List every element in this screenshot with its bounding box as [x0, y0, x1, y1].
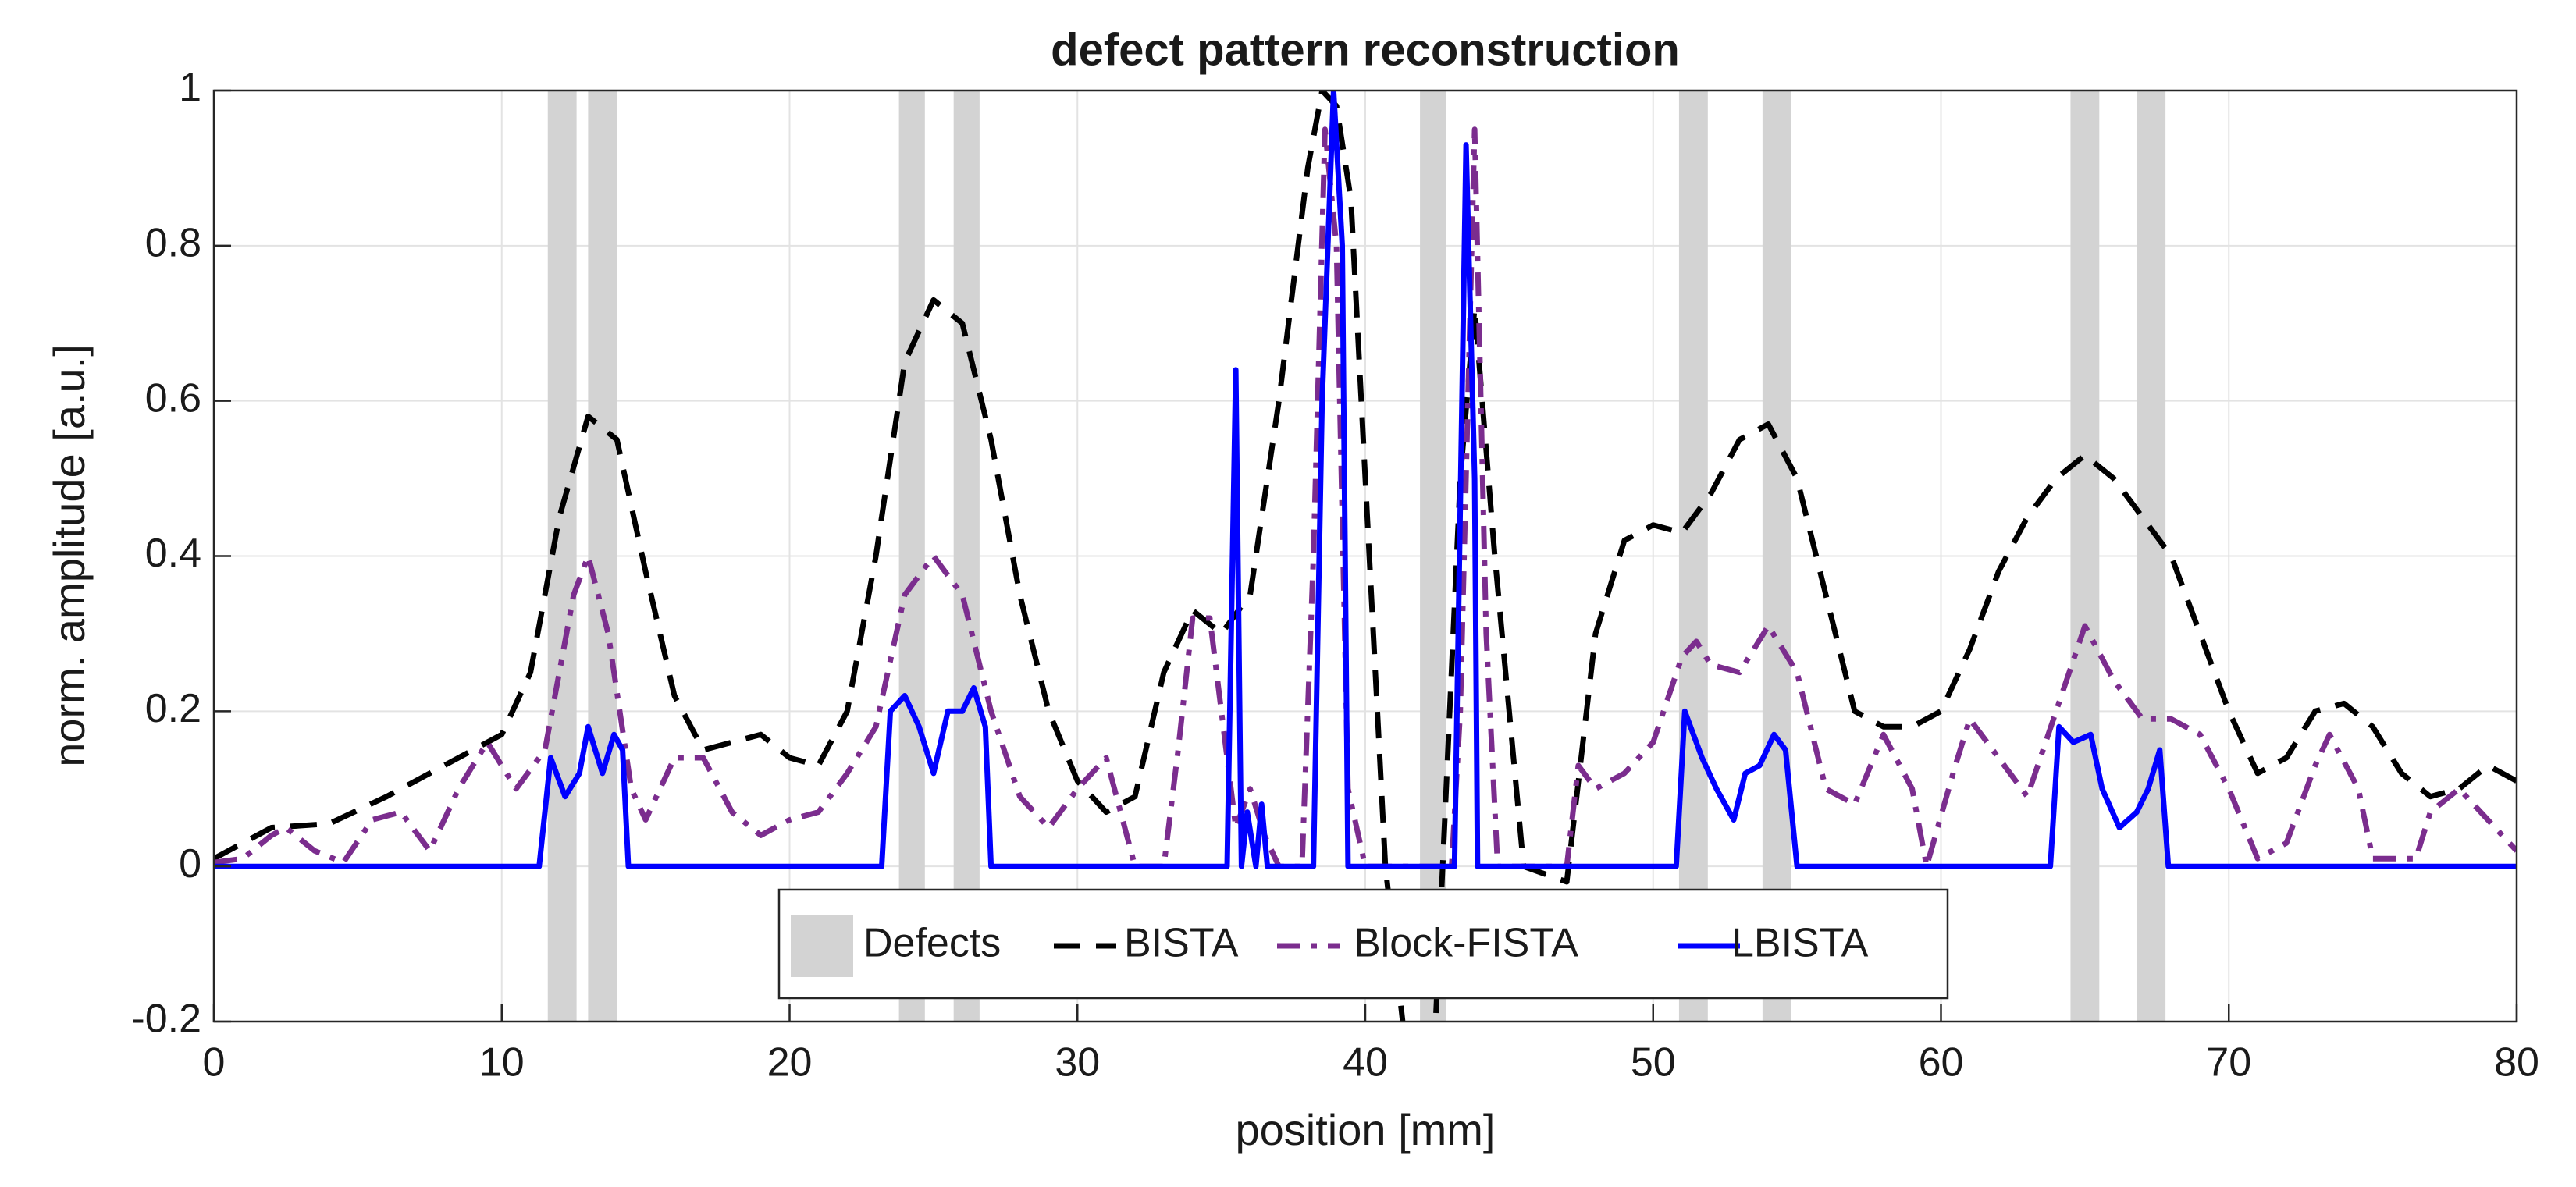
x-tick-label: 80: [2494, 1040, 2539, 1086]
y-tick-label: -0.2: [131, 997, 201, 1042]
legend-label: BISTA: [1124, 921, 1239, 966]
x-tick-label: 70: [2206, 1040, 2251, 1086]
defect-band: [898, 91, 925, 1022]
lines: [214, 91, 2517, 1022]
x-tick-label: 30: [1055, 1040, 1100, 1086]
defect-band: [588, 91, 617, 1022]
legend-box: [777, 888, 1949, 1000]
defect-band: [953, 91, 980, 1022]
series-line: [214, 126, 2517, 869]
legend: Defects BISTA Block-FISTA LBISTA: [777, 888, 1949, 1000]
defect-band: [2070, 91, 2100, 1022]
series-line: [214, 91, 2517, 869]
y-tick-label: 0: [179, 841, 201, 887]
ticks: 0 10 20 30 40 50 60 70 80-0.200.20.40.60.81: [131, 66, 2539, 1086]
defect-band: [547, 91, 577, 1022]
legend-label: LBISTA: [1731, 921, 1869, 966]
defect-band: [1762, 91, 1791, 1022]
x-tick-label: 60: [1919, 1040, 1964, 1086]
legend-label: Defects: [863, 921, 1001, 966]
x-tick-label: 20: [767, 1040, 813, 1086]
defect-band: [2137, 91, 2166, 1022]
legend-swatch: [791, 915, 853, 977]
x-tick-label: 10: [479, 1040, 525, 1086]
y-axis-label: norm. amplitude [a.u.]: [44, 344, 94, 767]
legend-label: Block-FISTA: [1354, 921, 1578, 966]
defect-band: [1678, 91, 1708, 1022]
y-tick-label: 1: [179, 66, 201, 111]
chart-title: defect pattern reconstruction: [1051, 24, 1680, 75]
x-axis-label: position [mm]: [1236, 1105, 1496, 1154]
y-tick-label: 0.6: [145, 375, 201, 421]
x-tick-label: 50: [1631, 1040, 1676, 1086]
x-tick-label: 40: [1343, 1040, 1388, 1086]
x-tick-label: 0: [203, 1040, 226, 1086]
y-tick-label: 0.4: [145, 531, 201, 576]
y-tick-label: 0.2: [145, 686, 201, 731]
y-tick-label: 0.8: [145, 221, 201, 266]
